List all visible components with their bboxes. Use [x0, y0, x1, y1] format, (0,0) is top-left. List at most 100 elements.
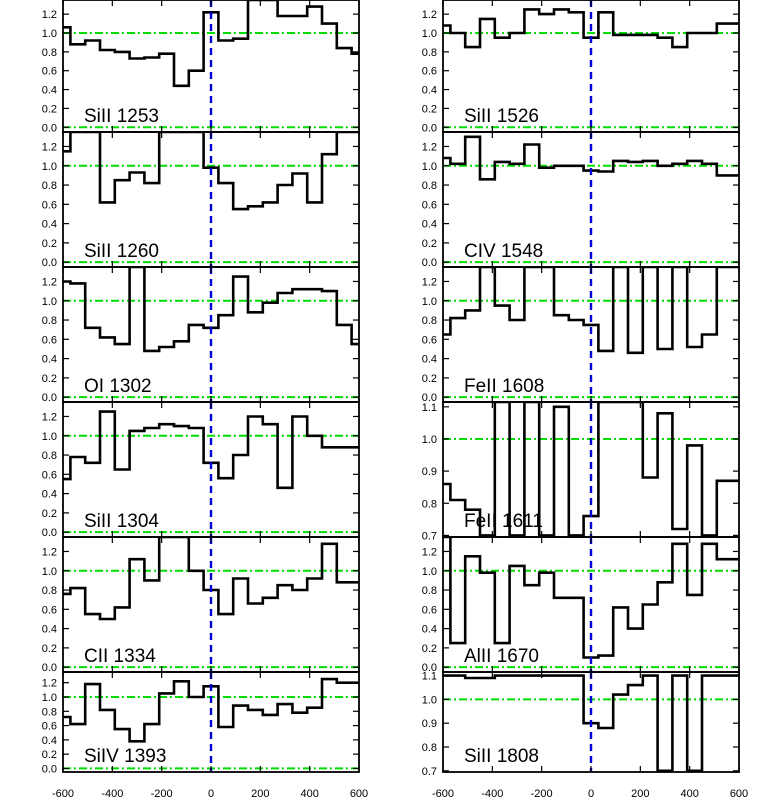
- y-tick-label: 0.8: [42, 585, 57, 597]
- y-tick-label: 1.2: [42, 546, 57, 558]
- flux-histogram: [443, 267, 739, 355]
- y-tick-label: 0.4: [422, 219, 437, 231]
- x-tick-label: 0: [588, 788, 594, 800]
- y-tick-label: 0.6: [422, 66, 437, 78]
- y-tick-label: 0.8: [422, 742, 437, 754]
- y-tick-label: 0.6: [422, 604, 437, 616]
- y-tick-label: 0.2: [42, 373, 57, 385]
- panel-cii-1334: 0.0 0.2 0.4 0.6 0.8 1.0 1.2 CII 1334: [42, 536, 360, 674]
- y-tick-label: 1.1: [422, 402, 437, 414]
- x-tick-label: -200: [531, 788, 553, 800]
- flux-histogram: [443, 674, 739, 772]
- y-tick-label: 0.8: [422, 47, 437, 59]
- y-tick-label: 1.0: [42, 296, 57, 308]
- x-tick-label: 200: [631, 788, 649, 800]
- panel-feii-1608: 0.0 0.2 0.4 0.6 0.8 1.0 1.2 FeII 1608: [422, 266, 740, 404]
- y-tick-label: 0.2: [42, 103, 57, 115]
- x-tick-label: -200: [151, 788, 173, 800]
- y-tick-label: 0.8: [42, 706, 57, 718]
- x-tick-label: 600: [350, 788, 368, 800]
- y-tick-label: 0.4: [422, 85, 437, 97]
- y-tick-label: 1.1: [422, 671, 437, 683]
- y-tick-label: 0.8: [42, 180, 57, 192]
- y-tick-label: 0.7: [422, 530, 437, 542]
- transition-label: SiII 1304: [84, 511, 159, 532]
- y-tick-label: 1.0: [422, 28, 437, 40]
- y-tick-label: 1.0: [42, 28, 57, 40]
- y-tick-label: 0.8: [422, 315, 437, 327]
- y-tick-label: 0.0: [42, 257, 57, 269]
- panel-feii-1611: 0.7 0.8 0.9 1.0 1.1 FeII 1611: [422, 401, 740, 542]
- y-tick-label: 0.6: [42, 469, 57, 481]
- transition-label: SiIV 1393: [84, 746, 166, 767]
- y-tick-label: 0.2: [42, 238, 57, 250]
- y-tick-label: 1.0: [422, 296, 437, 308]
- y-tick-label: 0.0: [42, 122, 57, 134]
- y-tick-label: 0.2: [422, 238, 437, 250]
- y-tick-label: 1.0: [422, 434, 437, 446]
- y-tick-label: 0.4: [42, 624, 57, 636]
- panel-siii-1260: 0.0 0.2 0.4 0.6 0.8 1.0 1.2 SiII 1260: [42, 131, 360, 269]
- y-tick-label: 1.2: [422, 276, 437, 288]
- panel-siii-1304: 0.0 0.2 0.4 0.6 0.8 1.0 1.2 SiII 1304: [42, 401, 360, 539]
- panel-siii-1253: 0.0 0.2 0.4 0.6 0.8 1.0 1.2 SiII 1253: [42, 0, 360, 134]
- y-tick-label: 1.2: [42, 276, 57, 288]
- y-tick-label: 1.2: [42, 9, 57, 21]
- y-tick-label: 0.6: [42, 604, 57, 616]
- y-tick-label: 0.6: [422, 199, 437, 211]
- x-tick-label: 0: [208, 788, 214, 800]
- y-tick-label: 0.2: [422, 103, 437, 115]
- panel-civ-1548: 0.0 0.2 0.4 0.6 0.8 1.0 1.2 CIV 1548: [422, 131, 740, 269]
- transition-label: SiII 1808: [464, 746, 539, 767]
- transition-label: SiII 1526: [464, 106, 539, 127]
- y-tick-label: 0.4: [42, 735, 57, 747]
- y-tick-label: 0.2: [42, 508, 57, 520]
- y-tick-label: 0.0: [42, 392, 57, 404]
- y-tick-label: 1.2: [422, 9, 437, 21]
- y-tick-label: 0.9: [422, 466, 437, 478]
- y-tick-label: 1.0: [422, 161, 437, 173]
- y-tick-label: 0.6: [42, 66, 57, 78]
- y-tick-label: 0.0: [42, 763, 57, 775]
- transition-label: OI 1302: [84, 376, 152, 397]
- y-tick-label: 1.2: [422, 546, 437, 558]
- transition-label: CII 1334: [84, 646, 156, 667]
- y-tick-label: 0.2: [422, 373, 437, 385]
- flux-histogram: [63, 132, 359, 211]
- y-tick-label: 0.8: [422, 498, 437, 510]
- y-tick-label: 1.0: [422, 566, 437, 578]
- x-tick-label: 600: [730, 788, 748, 800]
- y-tick-label: 0.0: [422, 122, 437, 134]
- x-tick-label: -400: [481, 788, 503, 800]
- panel-siiv-1393: 0.0 0.2 0.4 0.6 0.8 1.0 1.2 SiIV 1393: [42, 671, 360, 775]
- y-tick-label: 0.0: [42, 662, 57, 674]
- y-tick-label: 0.9: [422, 718, 437, 730]
- y-tick-label: 1.0: [42, 161, 57, 173]
- panel-oi-1302: 0.0 0.2 0.4 0.6 0.8 1.0 1.2 OI 1302: [42, 266, 360, 404]
- flux-histogram: [63, 0, 359, 88]
- y-tick-label: 0.2: [42, 749, 57, 761]
- y-tick-label: 1.2: [42, 411, 57, 423]
- x-tick-label: 400: [300, 788, 318, 800]
- flux-histogram: [63, 677, 359, 743]
- flux-histogram: [443, 402, 739, 537]
- panel-siii-1526: 0.0 0.2 0.4 0.6 0.8 1.0 1.2 SiII 1526: [422, 0, 740, 134]
- panel-siii-1808: 0.7 0.8 0.9 1.0 1.1 SiII 1808: [422, 671, 740, 778]
- y-tick-label: 0.4: [42, 489, 57, 501]
- y-tick-label: 0.4: [422, 354, 437, 366]
- transition-label: AlII 1670: [464, 646, 539, 667]
- flux-histogram: [63, 267, 359, 353]
- transition-label: SiII 1260: [84, 241, 159, 262]
- y-tick-label: 0.6: [42, 199, 57, 211]
- y-tick-label: 0.7: [422, 766, 437, 778]
- y-tick-label: 0.8: [42, 47, 57, 59]
- y-tick-label: 1.2: [42, 141, 57, 153]
- y-tick-label: 0.4: [42, 354, 57, 366]
- y-tick-label: 0.8: [42, 315, 57, 327]
- y-tick-label: 0.0: [42, 527, 57, 539]
- x-tick-label: -600: [432, 788, 454, 800]
- flux-histogram: [63, 410, 359, 490]
- x-tick-label: 400: [680, 788, 698, 800]
- y-tick-label: 0.8: [422, 585, 437, 597]
